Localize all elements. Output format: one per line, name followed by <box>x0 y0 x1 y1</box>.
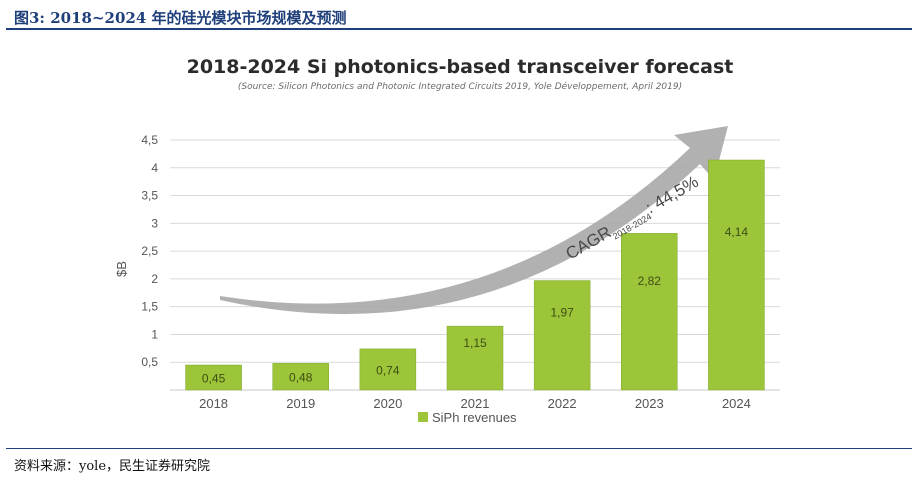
legend-label: SiPh revenues <box>432 410 517 425</box>
x-tick-label: 2022 <box>548 396 577 411</box>
bar-value-label: 1,15 <box>463 336 487 350</box>
bar-2022 <box>533 280 591 391</box>
bar-2021 <box>446 325 504 391</box>
y-tick-label: 1,5 <box>141 300 158 314</box>
chart-panel: 2018-2024 Si photonics-based transceiver… <box>100 38 820 436</box>
bar-value-label: 4,14 <box>725 225 749 239</box>
x-tick-label: 2024 <box>722 396 751 411</box>
figure-source: 资料来源：yole，民生证券研究院 <box>14 459 211 474</box>
x-tick-label: 2018 <box>199 396 228 411</box>
cagr-arrow <box>220 126 728 315</box>
x-tick-label: 2023 <box>635 396 664 411</box>
y-tick-label: 4 <box>151 161 158 175</box>
chart-subtitle: (Source: Silicon Photonics and Photonic … <box>237 82 683 92</box>
figure-footer: 资料来源：yole，民生证券研究院 <box>6 448 912 474</box>
bar-2019 <box>272 363 329 391</box>
figure-title: 图3: 2018~2024 年的硅光模块市场规模及预测 <box>14 9 347 27</box>
bar-value-label: 0,48 <box>289 371 313 385</box>
y-tick-label: 2 <box>151 272 158 286</box>
bar-2024 <box>708 159 765 391</box>
y-tick-label: 3 <box>151 216 158 230</box>
bar-chart: 0,5 1 1,5 2 2,5 3 3,5 4 4,5 $B 0,45 2018 0,48 2019 0,7… <box>114 126 780 425</box>
bar-2018 <box>185 364 242 391</box>
y-tick-label: 1 <box>151 327 158 341</box>
y-tick-label: 0,5 <box>141 355 158 369</box>
y-tick-label: 4,5 <box>141 133 158 147</box>
y-tick-label: 2,5 <box>141 244 158 258</box>
x-tick-label: 2021 <box>461 396 490 411</box>
bar-2020 <box>359 348 417 391</box>
bar-value-label: 0,45 <box>202 372 226 386</box>
figure-header: 图3: 2018~2024 年的硅光模块市场规模及预测 <box>6 4 912 30</box>
x-tick-label: 2019 <box>286 396 315 411</box>
y-axis-label: $B <box>114 261 129 277</box>
chart-title: 2018-2024 Si photonics-based transceiver… <box>186 56 734 78</box>
bar-value-label: 2,82 <box>638 274 662 288</box>
y-tick-label: 3,5 <box>141 189 158 203</box>
bar-value-label: 0,74 <box>376 363 400 377</box>
x-tick-label: 2020 <box>373 396 402 411</box>
bar-2023 <box>621 233 678 391</box>
legend-swatch <box>418 412 428 422</box>
bar-value-label: 1,97 <box>550 306 574 320</box>
